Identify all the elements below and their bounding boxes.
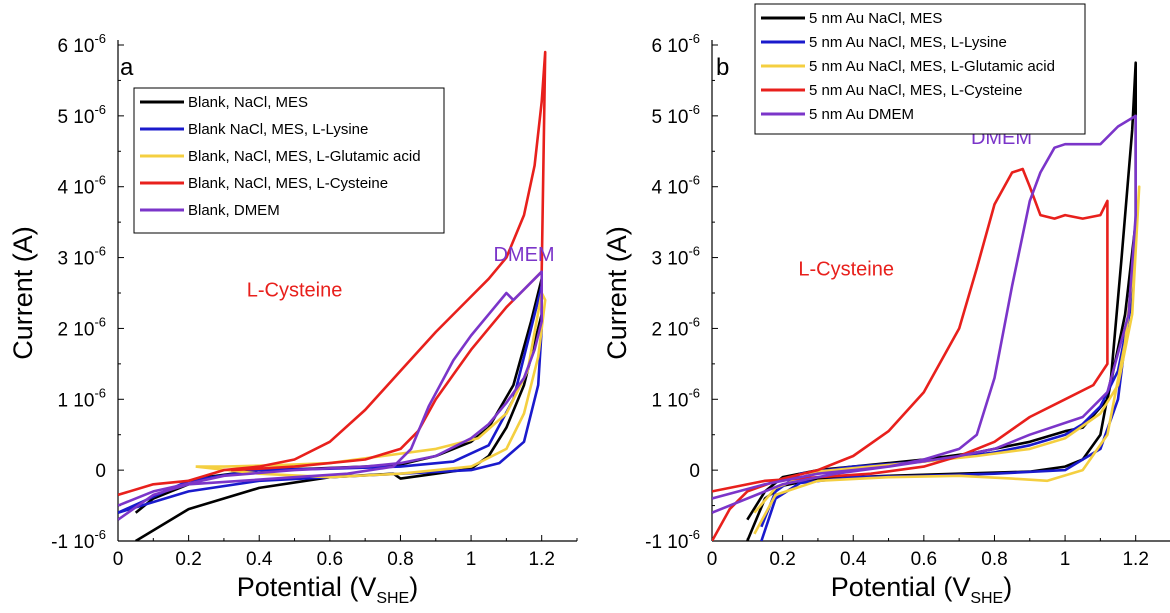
x-tick-label: 0.8 [387, 549, 413, 570]
y-tick-label: -1 10-6 [645, 527, 700, 553]
legend-entry: 5 nm Au NaCl, MES, L-Glutamic acid [809, 58, 1055, 75]
x-axis-label: Potential (VSHE) [237, 572, 418, 607]
y-tick-label: 6 10-6 [57, 31, 106, 57]
x-tick-label: 0 [113, 549, 124, 570]
y-tick-label: 5 10-6 [57, 102, 106, 128]
y-tick-label: 2 10-6 [651, 314, 700, 340]
x-axis-label: Potential (VSHE) [831, 572, 1012, 607]
annotation-label: L-Cysteine [798, 258, 894, 280]
series-line-1 [134, 277, 543, 541]
legend-entry: 5 nm Au NaCl, MES, L-Lysine [809, 34, 1007, 51]
y-tick-label: 4 10-6 [651, 173, 700, 199]
y-tick-label: -1 10-6 [51, 527, 106, 553]
legend-entry: Blank, NaCl, MES, L-Glutamic acid [188, 148, 421, 165]
y-tick-label: 6 10-6 [651, 31, 700, 57]
x-tick-label: 0 [707, 549, 718, 570]
panel-label: b [716, 54, 729, 81]
legend-entry: Blank, DMEM [188, 202, 280, 219]
x-tick-label: 0.6 [911, 549, 937, 570]
y-tick-label: 3 10-6 [651, 244, 700, 270]
series-line-3 [753, 185, 1141, 535]
y-tick-label: 0 [95, 461, 106, 482]
legend-entry: Blank, NaCl, MES [188, 94, 308, 111]
legend-box [754, 3, 1086, 135]
x-tick-label: 1.2 [528, 549, 554, 570]
legend: Blank, NaCl, MES Blank NaCl, MES, L-Lysin… [133, 87, 445, 234]
legend-entry: Blank, NaCl, MES, L-Cysteine [188, 175, 388, 192]
x-tick-label: 0.2 [769, 549, 795, 570]
panel-label: a [120, 54, 134, 81]
legend-entry: Blank NaCl, MES, L-Lysine [188, 121, 368, 138]
x-tick-label: 1 [1060, 549, 1071, 570]
x-tick-label: 0.4 [246, 549, 273, 570]
y-tick-label: 5 10-6 [651, 102, 700, 128]
series-line-2 [118, 284, 543, 514]
y-tick-label: 1 10-6 [651, 385, 700, 411]
x-tick-label: 0.4 [840, 549, 867, 570]
x-tick-label: 0.6 [317, 549, 343, 570]
legend-entry: 5 nm Au NaCl, MES, L-Cysteine [809, 82, 1022, 99]
legend-entry: 5 nm Au DMEM [809, 106, 914, 123]
annotation-label: L-Cysteine [247, 280, 343, 302]
y-tick-label: 3 10-6 [57, 244, 106, 270]
x-tick-label: 1 [466, 549, 477, 570]
legend-entry: 5 nm Au NaCl, MES [809, 10, 942, 27]
y-tick-label: 0 [689, 461, 700, 482]
y-tick-label: 1 10-6 [57, 385, 106, 411]
series-line-5 [118, 270, 543, 521]
x-tick-label: 0.8 [981, 549, 1007, 570]
annotation-label: DMEM [493, 244, 554, 266]
legend: 5 nm Au NaCl, MES 5 nm Au NaCl, MES, L-Ly… [754, 3, 1086, 135]
y-axis-label: Current (A) [602, 226, 632, 360]
x-tick-label: 1.2 [1122, 549, 1148, 570]
series-line-5 [712, 114, 1137, 514]
chart-panel-b: b 0 0.2 0.4 0.6 0.8 1 1.2 -1 10-6 0 1 10-6 2 10-6 3 … [602, 3, 1170, 607]
x-tick-label: 0.2 [175, 549, 201, 570]
y-axis-label: Current (A) [8, 226, 38, 360]
y-tick-label: 2 10-6 [57, 314, 106, 340]
legend-box [133, 87, 445, 234]
chart-panel-a: a 0 0.2 0.4 0.6 0.8 1 1.2 -1 10-6 0 1 10-6 2 10-6 3 … [8, 31, 578, 607]
y-tick-label: 4 10-6 [57, 173, 106, 199]
series-line-4 [118, 50, 547, 497]
